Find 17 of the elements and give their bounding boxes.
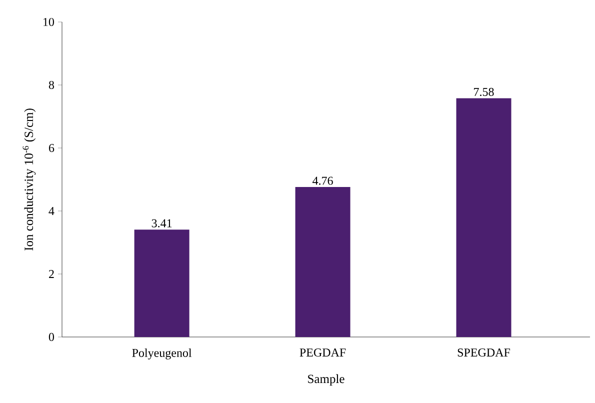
- bar: [134, 230, 190, 337]
- x-tick-label: Polyeugenol: [132, 348, 192, 360]
- y-axis-title: Ion conductivity 10$^{-6}$ (S/cm): [22, 108, 36, 250]
- y-tick-label: 8: [48, 80, 54, 90]
- y-tick-label: 10: [44, 18, 54, 26]
- bar: [456, 98, 512, 337]
- bar: [295, 187, 350, 337]
- data-label: 7.58: [474, 88, 494, 96]
- data-label: 3.41: [152, 219, 172, 228]
- y-tick-label: 2: [49, 270, 54, 278]
- y-tick-label: 6: [48, 144, 54, 152]
- data-label: 4.76: [312, 176, 333, 185]
- x-axis-title: Sample: [308, 374, 344, 386]
- y-tick-label: 0: [48, 332, 54, 342]
- x-tick-label: SPEGDAF: [458, 348, 510, 357]
- x-tick-label: PEGDAF: [300, 348, 346, 357]
- y-tick-label: 4: [48, 207, 54, 215]
